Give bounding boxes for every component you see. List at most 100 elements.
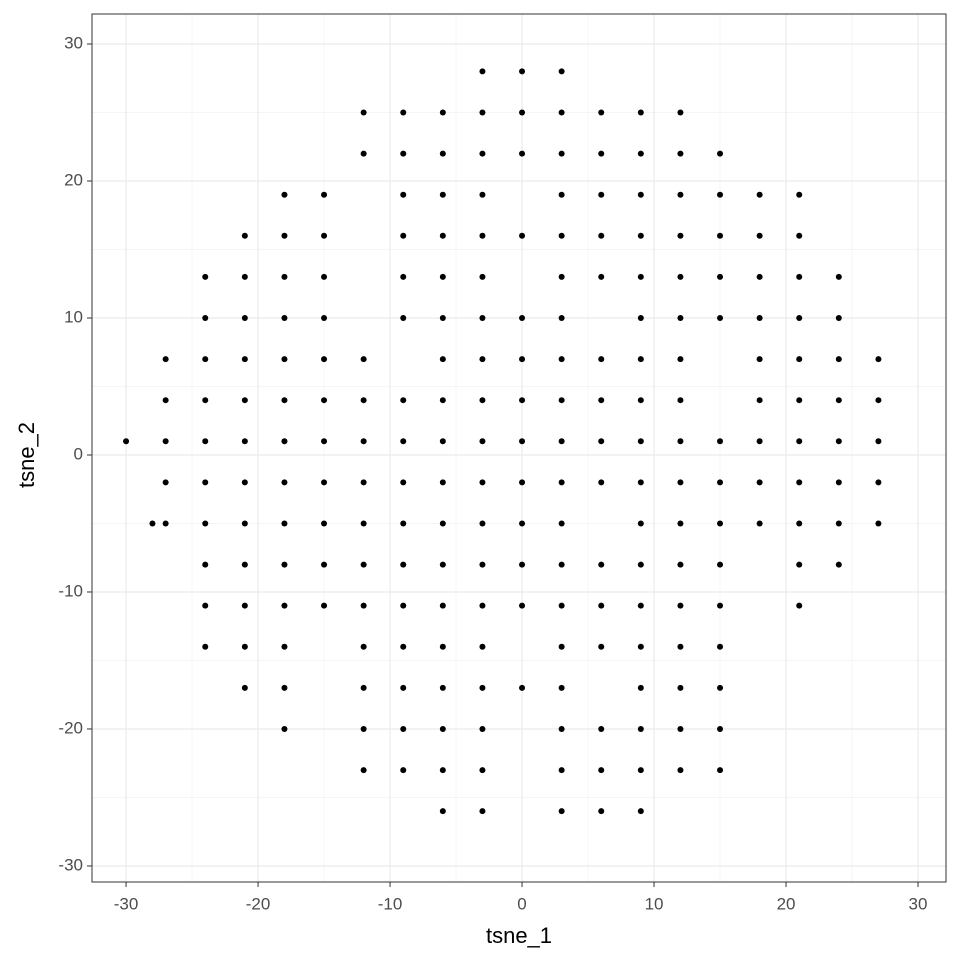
point: [835, 356, 842, 363]
point: [875, 438, 882, 445]
point: [637, 356, 644, 363]
point: [162, 356, 169, 363]
point: [202, 273, 209, 280]
point: [835, 520, 842, 527]
point: [677, 191, 684, 198]
point: [598, 191, 605, 198]
point: [637, 643, 644, 650]
point: [598, 479, 605, 486]
point: [598, 725, 605, 732]
point: [519, 397, 526, 404]
point: [479, 808, 486, 815]
point: [637, 397, 644, 404]
point: [123, 438, 130, 445]
point: [558, 479, 565, 486]
point: [717, 767, 724, 774]
point: [360, 643, 367, 650]
point: [637, 438, 644, 445]
point: [360, 561, 367, 568]
point: [202, 520, 209, 527]
point: [637, 725, 644, 732]
point: [598, 150, 605, 157]
point: [558, 109, 565, 116]
point: [519, 356, 526, 363]
point: [796, 356, 803, 363]
point: [321, 191, 328, 198]
point: [400, 684, 407, 691]
point: [677, 438, 684, 445]
point: [281, 356, 288, 363]
point: [162, 438, 169, 445]
panel-border: [91, 13, 947, 883]
point: [400, 602, 407, 609]
point: [677, 232, 684, 239]
point: [439, 438, 446, 445]
point: [558, 397, 565, 404]
point: [479, 479, 486, 486]
point: [558, 191, 565, 198]
point: [558, 273, 565, 280]
point: [281, 520, 288, 527]
point: [717, 479, 724, 486]
point: [321, 602, 328, 609]
point: [717, 273, 724, 280]
point: [479, 643, 486, 650]
point: [835, 397, 842, 404]
point: [241, 273, 248, 280]
point: [439, 643, 446, 650]
panel-background: [92, 14, 946, 882]
x-tick-label: 20: [777, 894, 796, 913]
point: [519, 520, 526, 527]
y-tick-label: -10: [58, 581, 83, 600]
point: [439, 767, 446, 774]
point: [360, 356, 367, 363]
point: [281, 273, 288, 280]
point: [637, 479, 644, 486]
point: [439, 232, 446, 239]
point: [717, 684, 724, 691]
point: [519, 479, 526, 486]
point: [241, 643, 248, 650]
point: [796, 191, 803, 198]
point: [519, 150, 526, 157]
point: [796, 602, 803, 609]
point: [439, 109, 446, 116]
point: [677, 109, 684, 116]
point: [756, 520, 763, 527]
point: [598, 273, 605, 280]
point: [479, 397, 486, 404]
point: [439, 150, 446, 157]
point: [360, 520, 367, 527]
point: [558, 520, 565, 527]
point: [717, 438, 724, 445]
point: [519, 602, 526, 609]
point: [439, 808, 446, 815]
y-tick-label: -20: [58, 718, 83, 737]
point: [796, 479, 803, 486]
point: [756, 356, 763, 363]
point: [202, 314, 209, 321]
point: [677, 314, 684, 321]
point: [202, 438, 209, 445]
point: [558, 808, 565, 815]
point: [637, 767, 644, 774]
point: [519, 232, 526, 239]
point: [479, 684, 486, 691]
point: [796, 397, 803, 404]
point: [479, 356, 486, 363]
point: [360, 725, 367, 732]
point: [439, 397, 446, 404]
x-axis-title: tsne_1: [486, 923, 552, 948]
point: [360, 109, 367, 116]
point: [360, 767, 367, 774]
point: [400, 643, 407, 650]
point: [598, 438, 605, 445]
point: [598, 561, 605, 568]
point: [558, 68, 565, 75]
point: [400, 479, 407, 486]
point: [756, 314, 763, 321]
point: [479, 725, 486, 732]
point: [360, 150, 367, 157]
point: [637, 808, 644, 815]
